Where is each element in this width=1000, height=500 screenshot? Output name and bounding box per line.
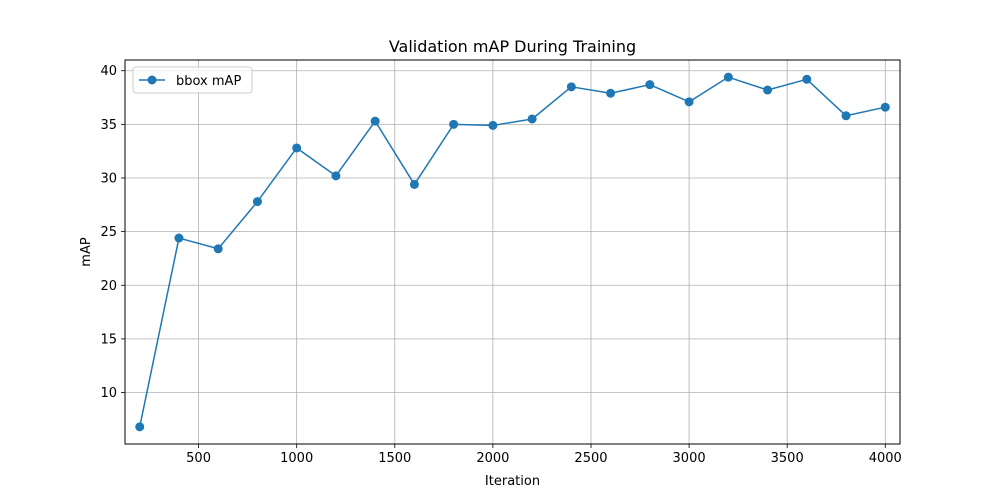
data-point <box>763 85 773 95</box>
y-tick-label: 15 <box>100 332 117 347</box>
data-point <box>488 120 498 130</box>
data-point <box>841 111 851 121</box>
y-tick-label: 40 <box>100 64 117 79</box>
data-point <box>802 74 812 84</box>
data-point <box>331 171 341 181</box>
x-tick-label: 2000 <box>476 451 509 466</box>
legend-entry-bbox-map: bbox mAP <box>176 74 241 89</box>
data-point <box>723 72 733 82</box>
data-point <box>213 244 223 254</box>
ticks: 500 1000 1500 2000 2500 3000 3500 4000 10 15 20 25 3… <box>100 64 901 466</box>
legend-marker-swatch <box>147 75 157 85</box>
y-tick-label: 25 <box>100 225 117 240</box>
y-tick-label: 30 <box>100 171 117 186</box>
legend: bbox mAP <box>132 66 253 94</box>
data-point <box>252 197 262 207</box>
data-point <box>880 102 890 112</box>
grid <box>125 60 900 444</box>
data-point <box>370 116 380 126</box>
data-point <box>449 119 459 129</box>
x-tick-label: 2500 <box>574 451 607 466</box>
data-point <box>606 88 616 98</box>
x-tick-label: 4000 <box>869 451 902 466</box>
plot-frame <box>124 59 901 445</box>
data-point <box>135 422 145 432</box>
x-tick-label: 3000 <box>673 451 706 466</box>
x-tick-label: 1000 <box>280 451 313 466</box>
data-point <box>409 179 419 189</box>
series-layer <box>135 72 890 432</box>
y-tick-label: 10 <box>100 386 117 401</box>
x-tick-label: 500 <box>186 451 211 466</box>
data-point <box>527 114 537 124</box>
data-point <box>566 82 576 92</box>
legend-box <box>132 66 253 94</box>
data-point <box>174 233 184 243</box>
y-tick-label: 20 <box>100 279 117 294</box>
series-line-bbox-map <box>138 76 886 427</box>
y-tick-label: 35 <box>100 118 117 133</box>
chart-title: Validation mAP During Training <box>389 37 636 56</box>
x-tick-label: 3500 <box>771 451 804 466</box>
y-axis-label: mAP <box>79 237 94 267</box>
data-point <box>645 80 655 90</box>
x-tick-label: 1500 <box>378 451 411 466</box>
x-axis-label: Iteration <box>485 474 540 489</box>
data-point <box>292 143 302 153</box>
data-point <box>684 97 694 107</box>
